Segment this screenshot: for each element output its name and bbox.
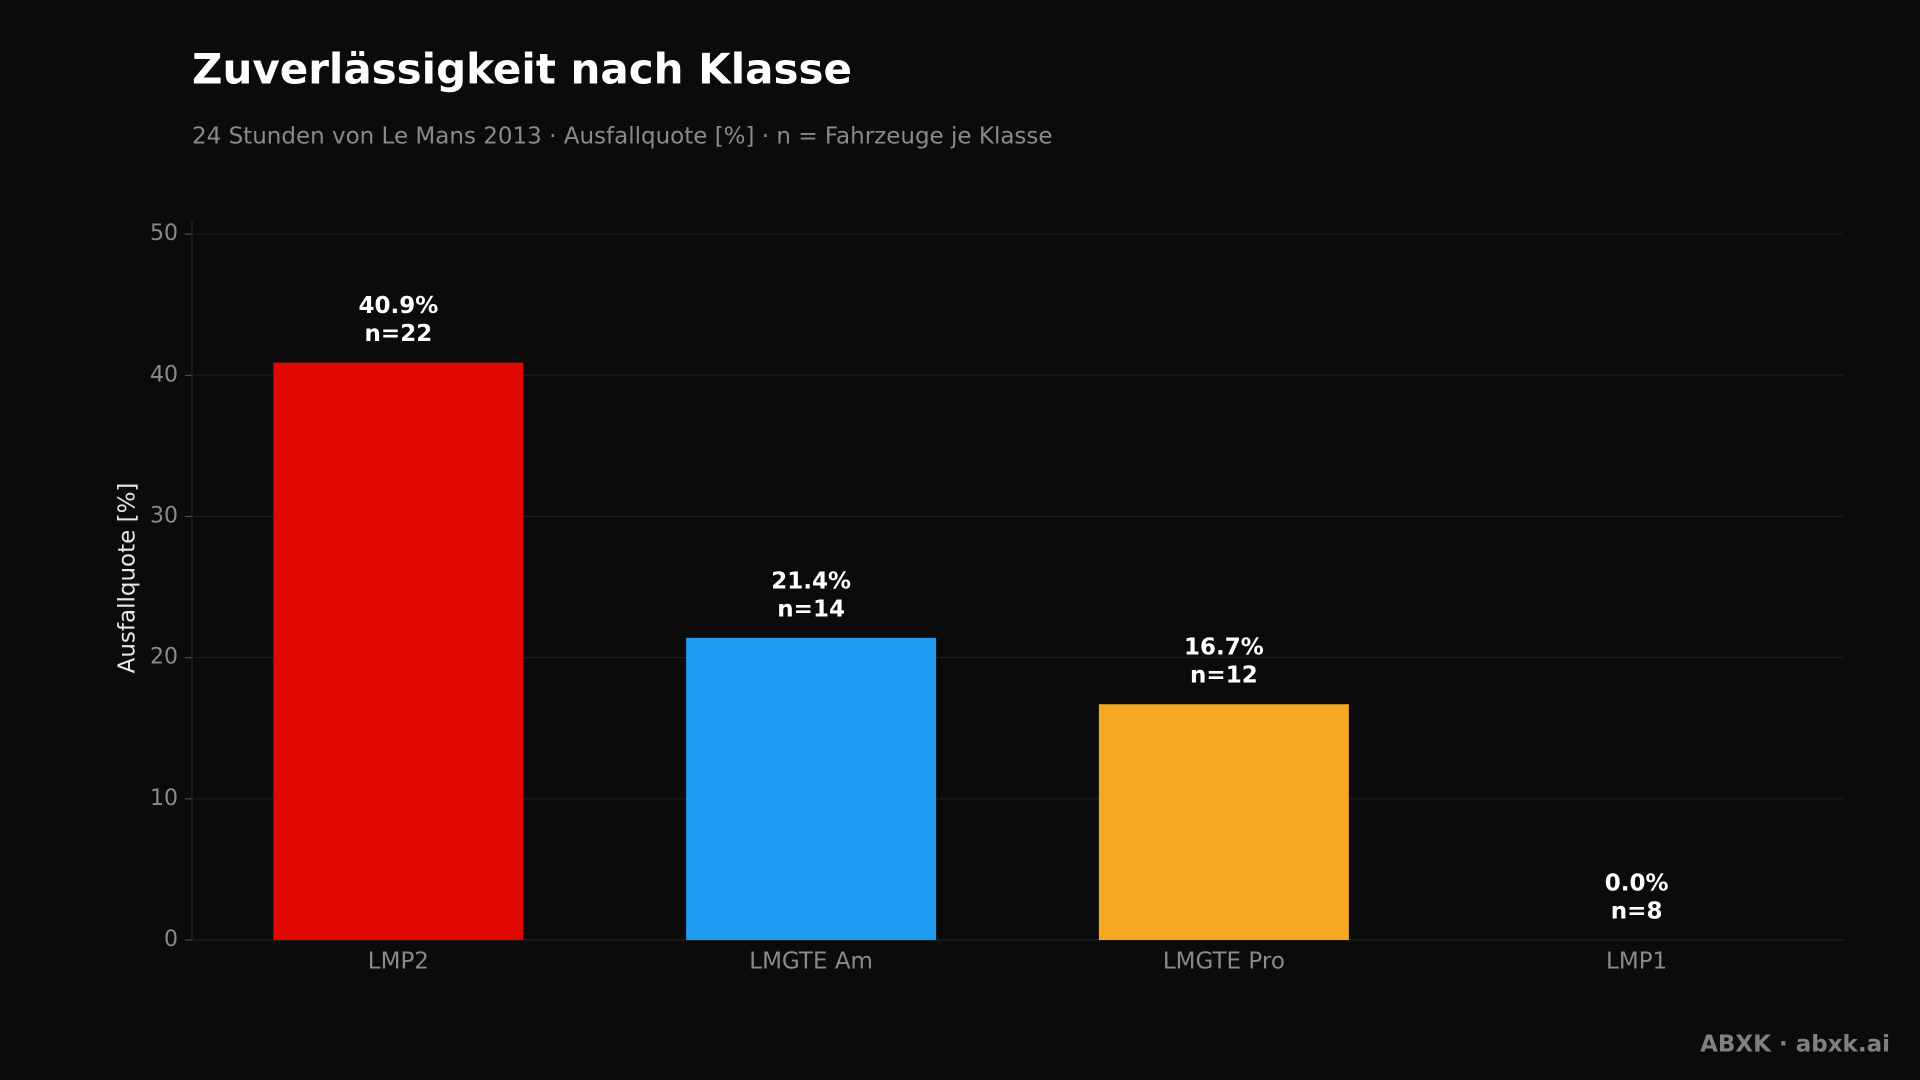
value-label: 21.4%	[771, 568, 851, 594]
x-tick-label: LMGTE Pro	[1163, 949, 1285, 975]
count-label: n=22	[365, 321, 433, 347]
count-label: n=14	[777, 596, 845, 622]
footer: ABXK · abxk.ai	[1700, 1032, 1890, 1058]
bar	[1098, 704, 1349, 940]
bar	[273, 362, 524, 940]
value-label: 40.9%	[358, 293, 438, 319]
value-label: 0.0%	[1605, 871, 1669, 897]
y-tick-label: 40	[150, 362, 178, 387]
y-tick-label: 0	[164, 927, 178, 952]
y-tick-label: 10	[150, 786, 178, 811]
y-tick-label: 20	[150, 645, 178, 670]
chart-title: Zuverlässigkeit nach Klasse	[192, 45, 852, 94]
x-tick-label: LMP1	[1606, 949, 1667, 975]
x-tick-label: LMGTE Am	[749, 949, 873, 975]
count-label: n=12	[1190, 663, 1258, 689]
y-axis-label: Ausfallquote [%]	[115, 483, 141, 674]
y-tick-label: 50	[150, 221, 178, 246]
bar	[686, 637, 937, 940]
chart-subtitle: 24 Stunden von Le Mans 2013 · Ausfallquo…	[192, 124, 1053, 150]
y-tick-label: 30	[150, 503, 178, 528]
value-label: 16.7%	[1184, 635, 1264, 661]
count-label: n=8	[1611, 899, 1663, 925]
x-tick-label: LMP2	[368, 949, 429, 975]
